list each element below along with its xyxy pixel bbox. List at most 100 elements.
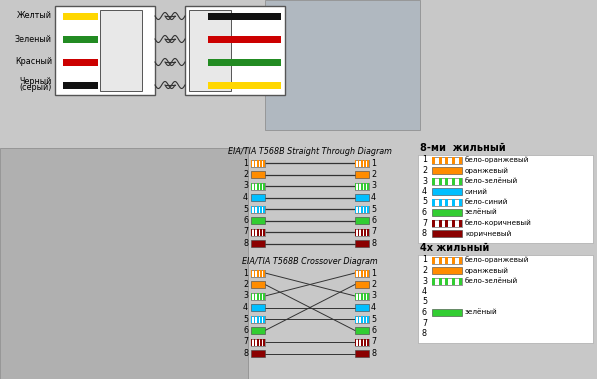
- Bar: [257, 315, 259, 323]
- Text: 4: 4: [371, 193, 376, 202]
- Bar: [251, 205, 265, 213]
- Bar: [364, 269, 365, 277]
- Bar: [0, 148, 248, 379]
- Text: бело-зелёный: бело-зелёный: [465, 278, 518, 284]
- Bar: [355, 183, 369, 190]
- Text: 5: 5: [243, 205, 248, 213]
- Bar: [260, 229, 261, 235]
- Bar: [260, 183, 261, 190]
- Bar: [432, 157, 435, 163]
- Bar: [355, 338, 356, 346]
- Bar: [251, 315, 253, 323]
- Text: 8: 8: [422, 329, 427, 338]
- Text: 5: 5: [422, 197, 427, 207]
- Bar: [367, 338, 369, 346]
- Text: 3: 3: [422, 277, 427, 285]
- Bar: [251, 229, 253, 235]
- Text: бело-коричневый: бело-коричневый: [465, 219, 532, 226]
- Text: 2: 2: [422, 266, 427, 275]
- Bar: [358, 338, 359, 346]
- Text: 3: 3: [371, 182, 376, 191]
- Text: Красный: Красный: [15, 58, 52, 66]
- Bar: [458, 219, 461, 227]
- Text: 1: 1: [371, 158, 376, 168]
- Bar: [257, 229, 259, 235]
- Bar: [361, 229, 362, 235]
- Bar: [432, 199, 435, 205]
- Bar: [367, 269, 369, 277]
- Bar: [367, 205, 369, 213]
- Bar: [452, 277, 455, 285]
- Text: 6: 6: [371, 326, 376, 335]
- Text: 8: 8: [243, 239, 248, 248]
- Text: Зеленый: Зеленый: [15, 34, 52, 44]
- Bar: [361, 160, 362, 166]
- Bar: [432, 177, 435, 185]
- Bar: [432, 167, 462, 174]
- Bar: [251, 269, 253, 277]
- Bar: [445, 199, 448, 205]
- Text: (серый): (серый): [20, 83, 52, 92]
- Text: EIA/TIA T568B Crossover Diagram: EIA/TIA T568B Crossover Diagram: [242, 257, 378, 266]
- Bar: [208, 81, 281, 89]
- Text: 7: 7: [371, 338, 376, 346]
- Text: 2: 2: [243, 280, 248, 289]
- Bar: [439, 277, 442, 285]
- Bar: [257, 338, 259, 346]
- Bar: [364, 205, 365, 213]
- Bar: [251, 183, 253, 190]
- Bar: [251, 281, 265, 288]
- Bar: [257, 160, 259, 166]
- Text: 5: 5: [371, 315, 376, 324]
- Bar: [355, 217, 369, 224]
- Text: 8: 8: [371, 239, 376, 248]
- Bar: [251, 217, 265, 224]
- Bar: [432, 277, 462, 285]
- Text: 4х жильный: 4х жильный: [420, 243, 490, 253]
- Bar: [260, 338, 261, 346]
- Bar: [445, 257, 448, 263]
- Bar: [432, 219, 462, 227]
- Bar: [260, 293, 261, 299]
- Bar: [254, 183, 256, 190]
- Bar: [418, 155, 593, 243]
- Bar: [364, 160, 365, 166]
- Bar: [432, 230, 462, 237]
- Text: 7: 7: [371, 227, 376, 236]
- Bar: [445, 219, 448, 227]
- Text: 3: 3: [243, 182, 248, 191]
- Bar: [251, 183, 265, 190]
- Bar: [251, 338, 253, 346]
- Text: 1: 1: [243, 158, 248, 168]
- Bar: [263, 183, 264, 190]
- Bar: [439, 219, 442, 227]
- Bar: [260, 160, 261, 166]
- Bar: [251, 160, 265, 166]
- Text: 6: 6: [243, 216, 248, 225]
- Bar: [361, 205, 362, 213]
- Bar: [63, 81, 98, 89]
- Bar: [367, 183, 369, 190]
- Bar: [439, 157, 442, 163]
- Bar: [355, 160, 356, 166]
- Bar: [355, 315, 356, 323]
- Text: 1: 1: [243, 268, 248, 277]
- Bar: [445, 157, 448, 163]
- Bar: [361, 293, 362, 299]
- Bar: [63, 13, 98, 19]
- Bar: [355, 229, 369, 235]
- Bar: [364, 338, 365, 346]
- Bar: [208, 58, 281, 66]
- Bar: [367, 229, 369, 235]
- Bar: [355, 240, 369, 247]
- Bar: [263, 160, 264, 166]
- Text: 8: 8: [371, 349, 376, 358]
- Text: 6: 6: [422, 208, 427, 217]
- Text: 2: 2: [371, 280, 376, 289]
- Bar: [355, 293, 356, 299]
- Text: 1: 1: [422, 255, 427, 265]
- Bar: [432, 188, 462, 195]
- Bar: [100, 10, 142, 91]
- Text: 4: 4: [422, 287, 427, 296]
- Bar: [257, 205, 259, 213]
